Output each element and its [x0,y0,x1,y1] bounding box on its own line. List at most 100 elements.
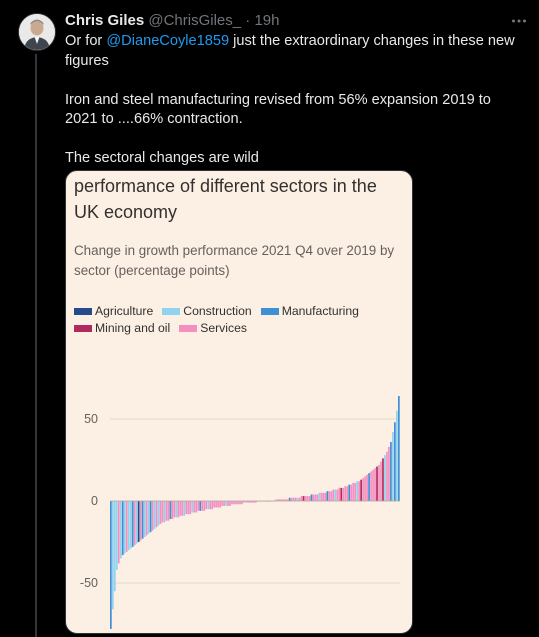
author-name[interactable]: Chris Giles [65,12,145,29]
legend-row-1: Agriculture Construction Manufacturing [74,303,404,320]
bar [215,501,217,508]
bar [312,494,315,501]
bar [113,501,116,592]
bar [183,501,186,516]
y-tick-label: 50 [84,412,98,426]
bar [129,501,132,549]
chart-image-card[interactable]: performance of different sectors in the … [65,170,413,634]
bar [205,501,208,510]
bar [213,501,215,508]
bar [398,396,400,501]
bar [123,501,126,554]
bar [243,501,245,503]
bar [207,501,210,510]
bar [286,499,289,501]
bar [203,501,206,511]
bar [334,489,337,501]
bar [199,501,202,511]
bar [125,501,128,552]
mention-link[interactable]: @DianeCoyle1859 [106,33,230,49]
bar [350,484,353,501]
bar [376,466,378,501]
bar [360,479,362,501]
bar [111,501,114,610]
thread-line [35,54,37,637]
bar [322,492,325,501]
chart-subtitle: Change in growth performance 2021 Q4 ove… [74,243,395,278]
bar [137,501,140,542]
bar [193,501,196,513]
bar [237,501,239,505]
bar [163,501,166,523]
bar [390,441,392,501]
bar [356,481,358,501]
bar [221,501,223,506]
y-tick-label: 0 [91,494,98,508]
bar [372,469,374,501]
bar [326,491,329,501]
bar [187,501,190,515]
bar [171,501,174,520]
text-prefix: Or for [65,33,107,49]
bar [364,476,366,501]
legend-swatch [74,308,92,315]
bar [314,494,317,501]
bar [121,501,124,556]
bar [231,501,233,505]
bar [225,501,227,506]
avatar-photo [19,14,55,50]
bar [167,501,170,521]
author-handle[interactable]: @ChrisGiles_ [148,12,242,29]
bar [201,501,204,511]
bar [384,455,386,501]
tweet-paragraph-1: Or for @DianeCoyle1859 just the extraord… [65,32,525,71]
bar [151,501,154,531]
bar [229,501,231,506]
bar [249,501,251,503]
bar [143,501,146,538]
bar [284,499,287,501]
bar [352,482,355,501]
bar [316,494,319,501]
tweet-header: Chris Giles @ChrisGiles_ · 19h [65,12,280,30]
bar [362,478,364,501]
more-dots-icon[interactable] [510,12,528,30]
bar [298,497,301,501]
bar [233,501,235,505]
legend-swatch [260,308,279,315]
bar [336,489,339,501]
bar [280,499,283,501]
bar [149,501,152,533]
legend-construction: Construction [162,303,252,320]
legend-manufacturing: Manufacturing [260,303,359,320]
bar [197,501,200,511]
bar [245,501,247,503]
bar [110,501,112,629]
avatar[interactable] [18,13,56,51]
bar [169,501,172,520]
bar [135,501,138,544]
bar [247,501,249,503]
bar [191,501,194,513]
legend-swatch [162,308,181,315]
bar [320,492,323,501]
bar [318,492,321,501]
bar [115,501,118,570]
bar [274,499,277,501]
legend-services: Services [179,320,247,337]
bar [253,501,255,503]
bar [139,501,142,541]
bar [346,486,349,501]
bar [282,499,285,501]
tweet-time[interactable]: 19h [254,12,280,29]
bar [340,487,343,501]
bar [394,422,396,501]
tweet-paragraph-3: The sectoral changes are wild [65,150,259,166]
bar [358,481,360,501]
bar [211,501,213,510]
bar [133,501,136,546]
bar [306,496,309,501]
legend-label: Agriculture [95,304,154,318]
bar [296,497,299,501]
